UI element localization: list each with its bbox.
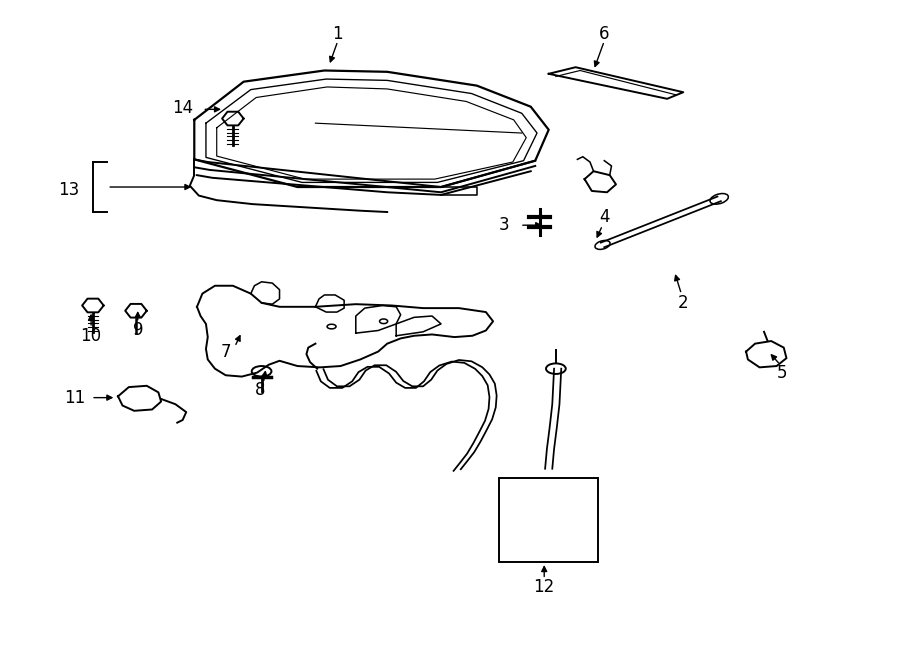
Polygon shape bbox=[549, 67, 683, 98]
Bar bbox=[500, 478, 598, 563]
Text: 11: 11 bbox=[64, 389, 86, 407]
Text: 2: 2 bbox=[678, 294, 688, 312]
Text: 12: 12 bbox=[534, 578, 554, 596]
Text: 13: 13 bbox=[58, 180, 79, 199]
Text: 14: 14 bbox=[172, 99, 194, 117]
Text: 10: 10 bbox=[80, 327, 102, 345]
Text: 9: 9 bbox=[132, 321, 143, 340]
Text: 3: 3 bbox=[499, 216, 509, 234]
Text: 8: 8 bbox=[255, 381, 265, 399]
Text: 4: 4 bbox=[599, 208, 609, 226]
Text: 1: 1 bbox=[332, 25, 343, 44]
Text: 5: 5 bbox=[777, 364, 788, 381]
Text: 7: 7 bbox=[220, 342, 231, 360]
Text: 6: 6 bbox=[599, 25, 609, 44]
